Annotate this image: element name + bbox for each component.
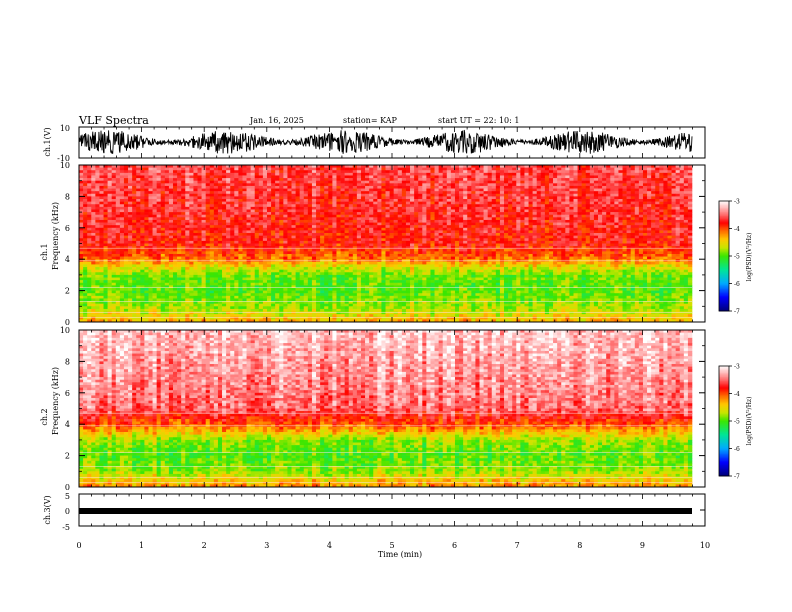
- x-tick-label: 4: [327, 541, 332, 550]
- ch2-spec-ylabel2: Frequency (kHz): [51, 367, 60, 435]
- colorbar-ch1-label: log(PSD)(V²/Hz): [746, 233, 753, 282]
- ch1-waveform-trace: [78, 129, 693, 154]
- colorbar-tick-label: -7: [734, 309, 740, 316]
- spec-ytick-label: 0: [65, 483, 70, 492]
- spec-ytick-label: 8: [65, 357, 70, 366]
- header-station: station= KAP: [343, 116, 397, 125]
- spec-ytick-label: 10: [60, 326, 70, 335]
- colorbar-tick-label: -5: [734, 254, 740, 261]
- header-title: VLF Spectra: [79, 114, 149, 127]
- colorbar-tick-label: -4: [734, 391, 740, 398]
- spec-ytick-label: 2: [65, 452, 70, 461]
- ch2-spectrogram-panel: 0 2 4 6 8 10 ch.2 Frequency (kHz): [40, 326, 706, 492]
- x-tick-label: 3: [264, 541, 269, 550]
- x-axis-label: Time (min): [378, 550, 422, 559]
- ch3-ytick-bottom: -5: [62, 523, 70, 532]
- colorbar-tick-label: -7: [734, 474, 740, 481]
- ch1-spectrogram-panel: 0 2 4 6 8 10 ch.1 Frequency (kHz): [40, 161, 706, 327]
- spec-ytick-label: 6: [65, 224, 70, 233]
- spec-ytick-label: 4: [65, 420, 70, 429]
- colorbar-tick-label: -3: [734, 199, 740, 206]
- colorbar-ch1: -3 -4 -5 -6 -7 log(PSD)(V²/Hz): [718, 199, 753, 316]
- colorbar-ch2-label: log(PSD)(V²/Hz): [746, 397, 753, 446]
- colorbar-tick-label: -6: [734, 281, 740, 288]
- colorbar-tick-label: -6: [734, 446, 740, 453]
- colorbar-ch1-gradient: [718, 200, 730, 312]
- colorbar-tick-label: -5: [734, 419, 740, 426]
- spec-ytick-label: 4: [65, 255, 70, 264]
- spec-ytick-label: 10: [60, 161, 70, 170]
- x-tick-label: 0: [76, 541, 81, 550]
- ch2-spectrogram-axis: 0 2 4 6 8 10: [60, 326, 706, 492]
- x-tick-label: 8: [577, 541, 582, 550]
- spec-ytick-label: 8: [65, 192, 70, 201]
- header-date: Jan. 16, 2025: [250, 116, 304, 125]
- ch1-spectrogram-image: [79, 165, 693, 323]
- x-tick-label: 7: [515, 541, 520, 550]
- x-tick-label: 5: [389, 541, 394, 550]
- x-tick-label: 9: [640, 541, 645, 550]
- colorbar-tick-label: -3: [734, 364, 740, 371]
- header-start-time: start UT = 22: 10: 1: [438, 116, 520, 125]
- ch1-spec-ylabel: ch.1: [40, 243, 49, 260]
- spec-ytick-label: 6: [65, 389, 70, 398]
- colorbar-tick-label: -4: [734, 226, 740, 233]
- ch1-waveform-panel: 10 -10 ch.1(V): [43, 124, 706, 163]
- spec-ytick-label: 0: [65, 318, 70, 327]
- spec-ytick-label: 2: [65, 287, 70, 296]
- ch1-ytick-top: 10: [60, 124, 70, 133]
- ch2-spec-ylabel: ch.2: [40, 408, 49, 425]
- ch3-ytick-mid: 0: [65, 507, 70, 516]
- ch3-ytick-top: 5: [65, 492, 70, 501]
- colorbar-ch2: -3 -4 -5 -6 -7 log(PSD)(V²/Hz): [718, 364, 753, 481]
- x-tick-label: 6: [452, 541, 457, 550]
- ch1-waveform-ticks: [78, 127, 706, 158]
- ch2-spectrogram-image: [79, 330, 693, 488]
- x-tick-label: 1: [139, 541, 144, 550]
- ch3-ylabel: ch.3(V): [43, 495, 52, 524]
- ch3-waveform-ticks: [78, 493, 706, 527]
- ch1-ylabel: ch.1(V): [43, 127, 52, 156]
- x-tick-label: 2: [202, 541, 207, 550]
- colorbar-ch2-ticks: -3 -4 -5 -6 -7: [729, 364, 740, 481]
- colorbar-ch2-gradient: [718, 365, 730, 477]
- ch3-waveform-panel: 5 0 -5 ch.3(V): [43, 492, 706, 532]
- ch1-ytick-bottom: -10: [57, 154, 70, 163]
- time-x-axis: 0 1 2 3 4 5 6 7 8 9 10: [76, 541, 710, 550]
- ch1-spec-ylabel2: Frequency (kHz): [51, 202, 60, 270]
- ch1-spectrogram-axis: 0 2 4 6 8 10: [60, 161, 706, 327]
- colorbar-ch1-ticks: -3 -4 -5 -6 -7: [729, 199, 740, 316]
- ch3-waveform-trace: [79, 508, 692, 514]
- x-tick-label: 10: [700, 541, 710, 550]
